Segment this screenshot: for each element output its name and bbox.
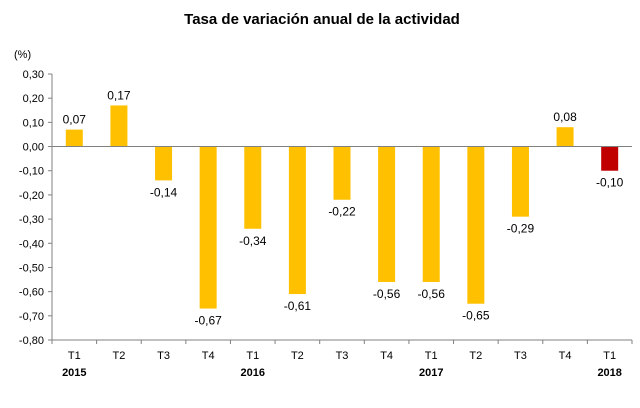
bar xyxy=(110,105,128,147)
data-label: -0,29 xyxy=(507,222,535,236)
data-label: -0,34 xyxy=(239,234,267,248)
axes xyxy=(51,74,633,344)
x-tick-label: T1 xyxy=(425,350,438,362)
data-labels: 0,07 0,17 -0,14 -0,67 -0,34 -0,61 -0,22 -0,56 -0… xyxy=(63,88,624,327)
data-label: -0,56 xyxy=(373,287,401,301)
y-tick-label: -0,50 xyxy=(19,262,44,274)
x-tick-label: T4 xyxy=(202,350,215,362)
y-tick-label: -0,40 xyxy=(19,238,44,250)
year-label: 2015 xyxy=(62,367,86,379)
y-tick-label: 0,30 xyxy=(23,69,44,81)
y-tick-label: -0,60 xyxy=(19,287,44,299)
x-tick-label: T2 xyxy=(113,350,126,362)
year-label: 2018 xyxy=(597,367,621,379)
bars xyxy=(65,105,619,309)
bar xyxy=(199,146,217,309)
data-label: -0,14 xyxy=(150,185,178,199)
data-label: -0,56 xyxy=(418,287,446,301)
y-tick-label: 0,10 xyxy=(23,117,44,129)
x-tick-label: T2 xyxy=(291,350,304,362)
chart-title: Tasa de variación anual de la actividad xyxy=(184,11,460,28)
x-tick-label: T3 xyxy=(336,350,349,362)
bar xyxy=(244,146,262,229)
x-tick-label: T3 xyxy=(157,350,170,362)
bar xyxy=(422,146,440,282)
data-label: 0,07 xyxy=(63,113,87,127)
data-label: -0,22 xyxy=(328,205,356,219)
y-tick-label: 0,00 xyxy=(23,142,44,154)
y-tick-label: -0,70 xyxy=(19,311,44,323)
y-axis-unit: (%) xyxy=(14,49,31,61)
bar xyxy=(288,146,306,295)
y-tick-label: 0,20 xyxy=(23,93,44,105)
bar xyxy=(556,127,574,147)
y-tick-label: -0,10 xyxy=(19,166,44,178)
y-tick-label: -0,30 xyxy=(19,214,44,226)
bar xyxy=(511,146,529,217)
x-tick-label: T4 xyxy=(559,350,572,362)
x-tick-label: T1 xyxy=(68,350,81,362)
data-label: -0,67 xyxy=(194,314,222,328)
x-tick-label: T4 xyxy=(380,350,393,362)
bar xyxy=(65,129,83,147)
y-tick-label: -0,80 xyxy=(19,335,44,347)
data-label: 0,08 xyxy=(553,110,577,124)
bar xyxy=(601,146,619,171)
x-tick-label: T3 xyxy=(514,350,527,362)
data-label: 0,17 xyxy=(107,88,131,102)
data-label: -0,10 xyxy=(596,176,624,190)
bar xyxy=(155,146,173,181)
bar xyxy=(467,146,485,304)
bar xyxy=(378,146,396,282)
x-axis-labels: T1 2015 T2 T3 T4 T1 2016 T2 T3 T4 T1 2017 T2 T3 T4 T1 20… xyxy=(62,350,622,379)
data-label: -0,61 xyxy=(284,299,312,313)
y-axis-ticks: -0,80 -0,70 -0,60 -0,50 -0,40 -0,30 -0,20 -0,10… xyxy=(19,69,52,347)
year-label: 2017 xyxy=(419,367,443,379)
year-label: 2016 xyxy=(241,367,265,379)
bar xyxy=(333,146,351,200)
x-tick-label: T1 xyxy=(603,350,616,362)
x-tick-label: T2 xyxy=(469,350,482,362)
y-tick-label: -0,20 xyxy=(19,190,44,202)
data-label: -0,65 xyxy=(462,309,490,323)
x-tick-label: T1 xyxy=(246,350,259,362)
